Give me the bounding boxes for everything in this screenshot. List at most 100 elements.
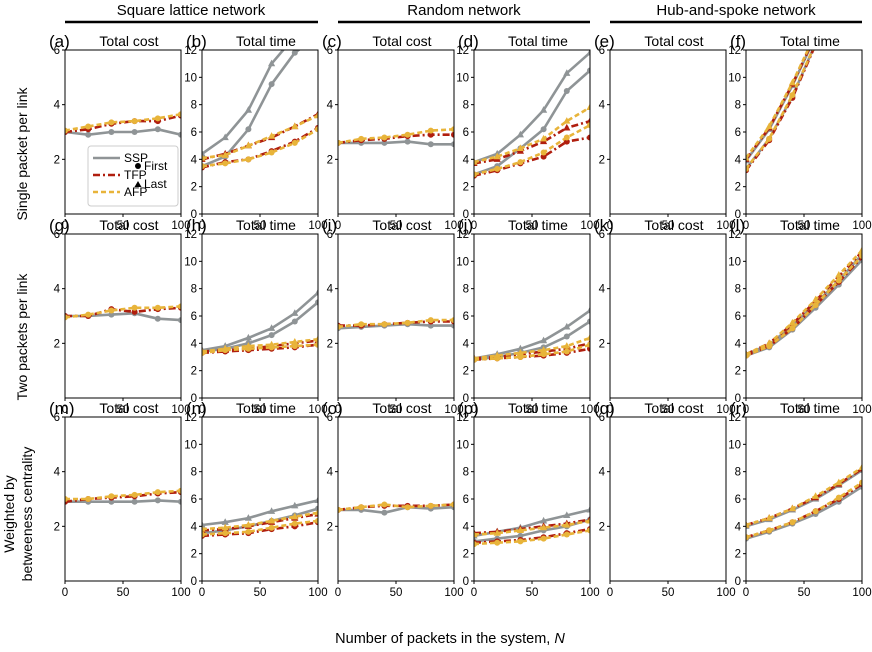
y-tick-label-e-6: 6 [599, 45, 605, 57]
y-tick-label-n-10: 10 [184, 439, 197, 451]
plot-frame-f [745, 49, 863, 215]
point-n-afp-last-5 [314, 508, 318, 516]
y-tick-label-h-2: 2 [191, 366, 197, 378]
point-h-ssp-first-3 [268, 332, 275, 339]
y-tick-label-h-12: 12 [184, 229, 197, 241]
point-f-afp-first-0 [746, 165, 749, 172]
x-tick-label-m-50: 50 [117, 587, 130, 599]
panel-title-m: Total cost [99, 400, 158, 416]
y-tick-label-e-4: 4 [599, 100, 606, 112]
x-tick-label-r-50: 50 [798, 587, 811, 599]
point-n-afp-first-1 [222, 530, 229, 537]
x-tick-label-q-0: 0 [607, 587, 613, 599]
panel-title-d: Total time [508, 33, 568, 49]
plot-frame-e [609, 49, 727, 215]
point-e-ssp-1 [630, 36, 636, 42]
point-b-afp-first-5 [315, 126, 318, 133]
point-b-ssp-last-2 [244, 106, 252, 113]
series-line-d-ssp-last [474, 51, 590, 164]
y-tick-label-b-4: 4 [191, 154, 198, 166]
point-d-afp-last-2 [516, 144, 524, 151]
series-line-g-afp [65, 305, 181, 319]
y-tick-label-n-0: 0 [191, 576, 197, 588]
series-line-h-ssp-last [202, 291, 318, 352]
point-m-ssp-2 [108, 498, 115, 505]
series-line-d-afp-last [474, 106, 590, 164]
panel-letter-l: (l) [730, 216, 745, 235]
point-d-tfp-first-5 [587, 134, 590, 141]
series-group-n [202, 496, 318, 539]
point-q-afp-1 [630, 407, 636, 413]
legend-last-marker [134, 181, 142, 187]
series-line-h-afp-first [202, 343, 318, 355]
point-g-afp-4 [154, 304, 161, 311]
panel-title-c: Total cost [372, 33, 431, 49]
point-n-ssp-last-1 [221, 518, 229, 525]
point-b-ssp-first-4 [291, 50, 298, 56]
series-line-f-afp-first [746, 50, 814, 170]
x-tick-label-n-50: 50 [254, 587, 267, 599]
series-line-i-afp [338, 318, 454, 329]
point-j-ssp-last-3 [540, 336, 548, 344]
point-c-afp-5 [451, 126, 454, 133]
point-d-afp-first-4 [563, 134, 570, 141]
y-tick-label-g-4: 4 [54, 284, 61, 296]
y-tick-label-o-6: 6 [327, 412, 333, 424]
point-b-afp-last-3 [268, 132, 276, 139]
point-n-afp-last-3 [268, 516, 276, 524]
x-tick-label-i-0: 0 [335, 404, 341, 416]
point-g-afp-1 [85, 311, 92, 318]
y-tick-label-c-2: 2 [327, 154, 333, 166]
x-tick-label-e-0: 0 [607, 220, 613, 232]
point-h-ssp-last-2 [244, 333, 252, 341]
y-tick-label-j-6: 6 [463, 311, 469, 323]
x-tick-label-d-0: 0 [471, 220, 477, 232]
x-tick-label-c-0: 0 [335, 220, 341, 232]
point-j-ssp-first-5 [587, 318, 590, 325]
y-tick-label-m-6: 6 [54, 412, 60, 424]
panel-letter-o: (o) [322, 399, 343, 418]
y-tick-label-d-10: 10 [456, 72, 469, 84]
point-b-ssp-last-1 [221, 133, 229, 141]
panel-letter-p: (p) [458, 399, 479, 418]
point-f-afp-last-1 [765, 122, 773, 130]
point-b-ssp-first-2 [245, 126, 252, 133]
point-n-ssp-last-0 [202, 520, 206, 528]
point-a-ssp-5 [178, 131, 181, 138]
x-tick-label-a-100: 100 [171, 220, 190, 232]
point-m-ssp-5 [178, 498, 181, 505]
point-d-ssp-first-4 [563, 88, 570, 94]
series-line-p-tfp-first [474, 527, 590, 544]
point-r-afp-last-5 [858, 463, 862, 471]
point-i-afp-5 [451, 317, 454, 324]
point-p-afp-first-0 [474, 541, 477, 548]
point-b-afp-last-1 [221, 151, 229, 158]
x-tick-label-a-0: 0 [62, 220, 68, 232]
panel-title-q: Total cost [644, 400, 703, 416]
x-tick-label-c-100: 100 [444, 220, 463, 232]
y-tick-label-c-4: 4 [327, 100, 334, 112]
point-o-ssp-2 [381, 509, 388, 516]
point-j-ssp-last-4 [563, 322, 571, 330]
point-p-afp-first-1 [494, 539, 501, 546]
plot-frame-d [473, 49, 591, 215]
series-line-b-tfp-last [202, 113, 318, 161]
point-q-ssp-1 [631, 417, 635, 418]
point-g-afp-5 [178, 303, 181, 310]
point-i-afp-4 [427, 317, 434, 324]
y-tick-label-f-0: 0 [735, 209, 741, 221]
point-h-ssp-first-5 [315, 299, 318, 306]
point-a-afp-5 [178, 111, 181, 118]
series-line-n-afp-first [202, 519, 318, 536]
group-title-hub: Hub-and-spoke network [656, 2, 816, 19]
point-l-afp-last-3 [812, 295, 820, 303]
y-tick-label-i-2: 2 [327, 338, 333, 350]
point-e-ssp-5 [723, 37, 729, 43]
x-axis-label: Number of packets in the system, N [335, 631, 565, 647]
x-tick-label-j-50: 50 [526, 404, 539, 416]
